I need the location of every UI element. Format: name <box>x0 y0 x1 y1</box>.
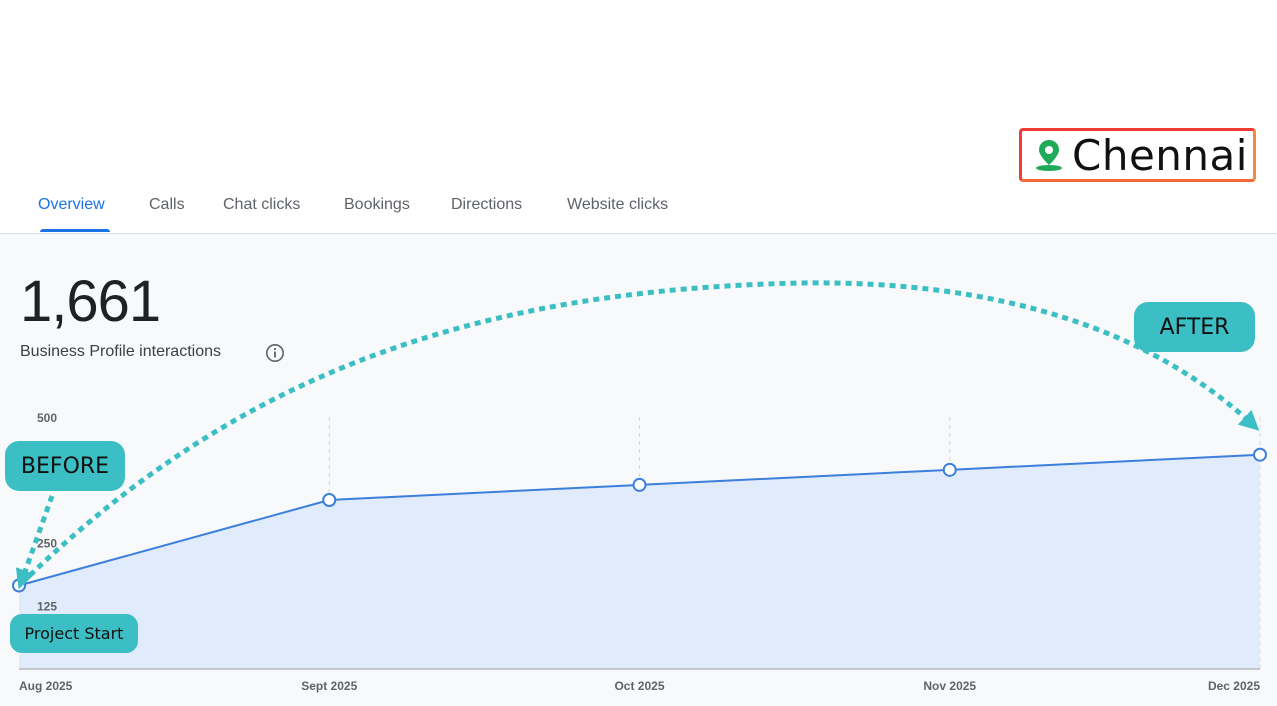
tab-bar: Overview Calls Chat clicks Bookings Dire… <box>0 186 1277 234</box>
tab-website-clicks[interactable]: Website clicks <box>567 196 669 213</box>
metric-label: Business Profile interactions <box>20 343 221 360</box>
project-start-callout: Project Start <box>10 614 138 653</box>
total-interactions: 1,661 <box>20 269 161 334</box>
x-tick-label: Oct 2025 <box>614 679 664 693</box>
active-tab-indicator <box>40 229 110 232</box>
location-badge: Chennai <box>1019 128 1256 182</box>
before-callout: BEFORE <box>5 441 125 491</box>
x-tick-label: Dec 2025 <box>1208 679 1260 693</box>
tab-directions[interactable]: Directions <box>451 196 523 213</box>
data-point[interactable] <box>1253 447 1267 462</box>
before-pointer-arrow <box>15 495 55 590</box>
data-point[interactable] <box>942 462 957 477</box>
tab-bookings[interactable]: Bookings <box>344 196 410 213</box>
y-tick-label: 500 <box>37 411 57 425</box>
y-tick-label: 125 <box>37 600 57 614</box>
city-name: Chennai <box>1072 130 1248 180</box>
after-callout: AFTER <box>1134 302 1255 352</box>
location-pin-icon <box>1036 140 1062 171</box>
x-tick-label: Nov 2025 <box>923 679 976 693</box>
area-fill <box>19 454 1260 669</box>
x-tick-label: Aug 2025 <box>19 679 73 693</box>
before-to-after-arrow <box>20 280 1260 585</box>
x-tick-label: Sept 2025 <box>301 679 357 693</box>
tab-calls[interactable]: Calls <box>149 196 185 213</box>
tab-overview[interactable]: Overview <box>38 196 105 213</box>
info-icon[interactable] <box>265 343 285 363</box>
tab-chat-clicks[interactable]: Chat clicks <box>223 196 301 213</box>
data-point[interactable] <box>632 477 647 492</box>
data-point[interactable] <box>322 492 337 507</box>
y-tick-label: 250 <box>37 537 57 551</box>
